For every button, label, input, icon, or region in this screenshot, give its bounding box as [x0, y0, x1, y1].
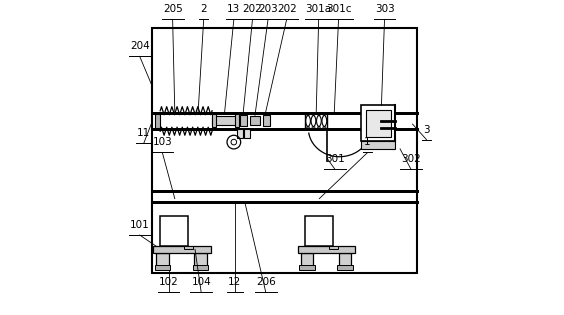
Text: 205: 205: [163, 4, 183, 14]
Bar: [153, 246, 210, 253]
Text: 202: 202: [243, 4, 262, 14]
Text: 102: 102: [158, 277, 178, 287]
Text: 301a: 301a: [306, 4, 332, 14]
Text: 12: 12: [228, 277, 241, 287]
Bar: [193, 266, 208, 270]
Bar: [240, 115, 247, 126]
Bar: [235, 113, 239, 127]
Bar: [184, 246, 193, 249]
Bar: [299, 266, 315, 270]
Bar: [195, 253, 207, 269]
Bar: [237, 129, 243, 138]
Text: 301c: 301c: [326, 4, 351, 14]
Bar: [301, 253, 313, 269]
Bar: [152, 28, 417, 273]
Bar: [339, 253, 351, 269]
Bar: [152, 191, 417, 202]
Bar: [361, 141, 395, 149]
Bar: [212, 116, 239, 125]
Text: 302: 302: [401, 154, 421, 164]
Bar: [250, 116, 259, 125]
Bar: [152, 113, 417, 129]
Text: 104: 104: [191, 277, 211, 287]
Bar: [160, 216, 188, 246]
Bar: [244, 129, 250, 138]
Bar: [156, 253, 169, 269]
Text: 1: 1: [364, 137, 371, 147]
Bar: [298, 246, 355, 253]
Bar: [366, 110, 391, 137]
Bar: [361, 106, 395, 141]
Text: 101: 101: [130, 220, 149, 230]
Text: 206: 206: [256, 277, 276, 287]
Bar: [212, 113, 216, 127]
Bar: [329, 246, 338, 249]
Text: 204: 204: [130, 41, 149, 51]
Text: 202: 202: [277, 4, 297, 14]
Bar: [305, 216, 333, 246]
Text: 203: 203: [258, 4, 278, 14]
Bar: [337, 266, 353, 270]
Text: 303: 303: [374, 4, 394, 14]
Bar: [155, 266, 170, 270]
Text: 2: 2: [200, 4, 207, 14]
Text: 103: 103: [152, 137, 172, 147]
Text: 301: 301: [325, 154, 345, 164]
Bar: [155, 114, 160, 128]
Bar: [263, 115, 270, 126]
Text: 11: 11: [137, 128, 151, 138]
Text: 3: 3: [423, 125, 430, 135]
Text: 13: 13: [227, 4, 240, 14]
